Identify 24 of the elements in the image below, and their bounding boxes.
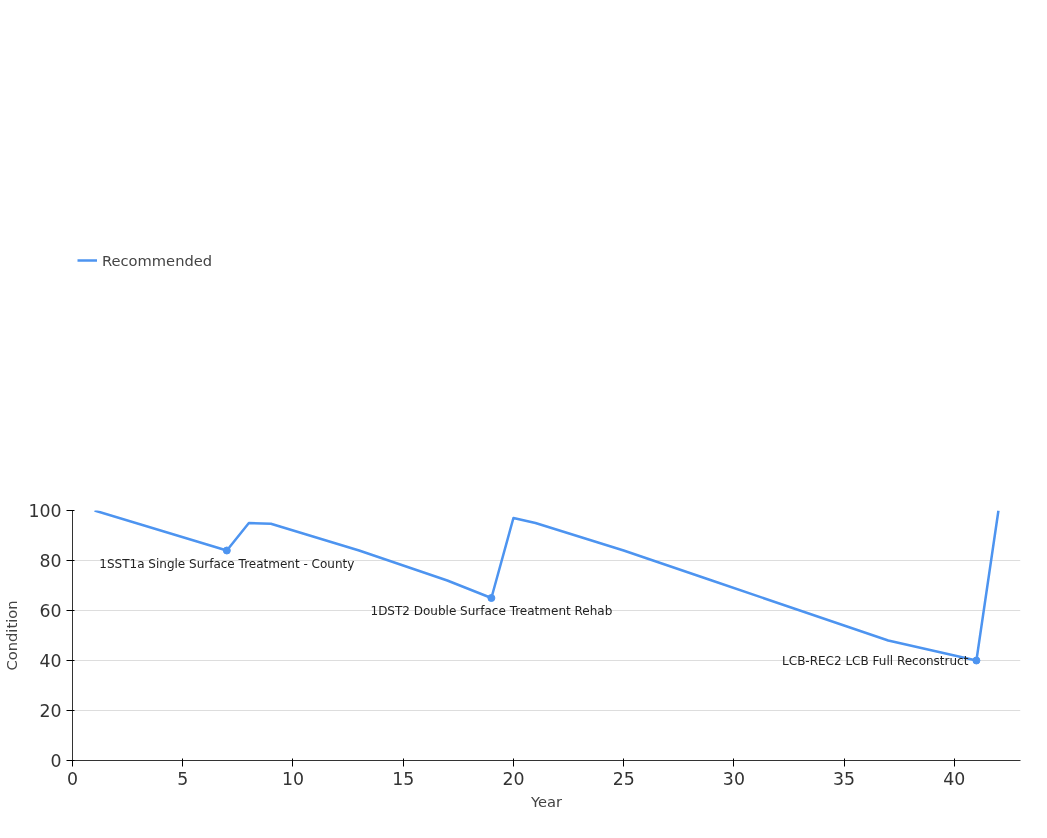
x-tick-label: 40 [943,768,966,789]
point [487,594,496,602]
y-tick-label: 100 [28,501,62,521]
y-axis-title: Condition [3,600,21,671]
point [972,656,981,665]
legend-label: Recommended [102,251,213,269]
x-tick-label: 10 [281,768,304,789]
annotation: 1DST2 Double Surface Treatment Rehab [370,604,613,618]
annotation: LCB-REC2 LCB Full Reconstruct [782,653,969,668]
y-tick-label: 60 [39,601,62,621]
y-tick-label: 20 [39,701,62,721]
x-tick-label: 25 [612,768,635,789]
x-tick-label: 20 [502,768,525,789]
x-tick-label: 15 [392,768,415,789]
annotation: 1SST1a Single Surface Treatment - County [99,556,355,571]
point [222,546,231,555]
x-tick-label: 35 [833,768,856,789]
y-tick-label: 80 [39,551,62,571]
x-tick-label: 5 [177,768,189,789]
x-axis-title: Year [529,792,563,810]
x-tick-label: 0 [66,768,79,789]
y-tick-label: 0 [50,751,62,771]
y-tick-label: 40 [39,651,62,671]
x-tick-label: 30 [722,768,745,789]
